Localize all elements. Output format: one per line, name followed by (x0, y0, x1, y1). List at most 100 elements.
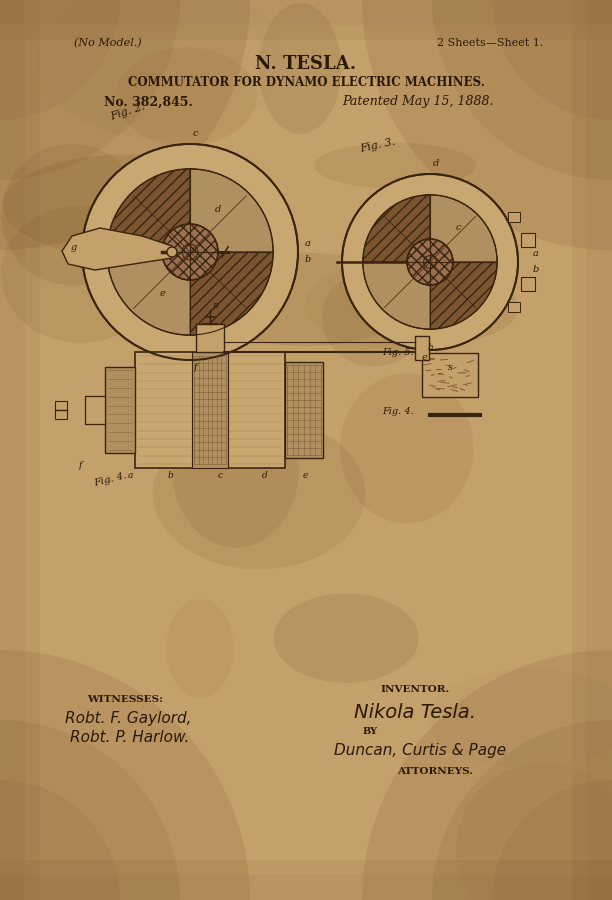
Text: COMMUTATOR FOR DYNAMO ELECTRIC MACHINES.: COMMUTATOR FOR DYNAMO ELECTRIC MACHINES. (127, 76, 485, 89)
Text: g: g (71, 242, 77, 251)
Bar (508, 212, 520, 222)
Text: (No Model.): (No Model.) (74, 38, 142, 49)
Text: Fig. 3.: Fig. 3. (359, 137, 397, 154)
Ellipse shape (116, 47, 256, 146)
Text: f: f (193, 364, 197, 373)
Text: Fig. 2.: Fig. 2. (110, 102, 147, 122)
Bar (587, 0, 612, 900)
Ellipse shape (456, 762, 612, 900)
Ellipse shape (0, 650, 250, 900)
Bar (572, 0, 612, 900)
Wedge shape (363, 195, 430, 262)
Ellipse shape (492, 780, 612, 900)
Circle shape (407, 239, 453, 285)
Wedge shape (82, 144, 298, 360)
Bar (521, 233, 535, 247)
Ellipse shape (0, 0, 250, 250)
Bar (0, 860, 612, 900)
Text: a: a (305, 239, 311, 248)
Ellipse shape (370, 274, 518, 342)
Text: Fig. 5.: Fig. 5. (382, 348, 414, 357)
Text: d: d (433, 159, 439, 168)
Text: h: h (427, 343, 433, 352)
Text: Robt. F. Gaylord,: Robt. F. Gaylord, (65, 710, 191, 725)
Bar (285, 362, 323, 458)
Text: b: b (305, 256, 311, 265)
Wedge shape (107, 169, 190, 252)
Bar (55, 401, 67, 419)
Polygon shape (62, 228, 172, 270)
Circle shape (162, 224, 218, 280)
Bar (0, 0, 40, 900)
Bar (196, 324, 224, 352)
Wedge shape (190, 252, 273, 335)
Ellipse shape (0, 0, 180, 180)
Text: e: e (421, 354, 427, 363)
Ellipse shape (432, 720, 612, 900)
Text: a: a (533, 249, 539, 258)
Wedge shape (190, 169, 273, 252)
Text: s: s (447, 364, 452, 373)
Ellipse shape (428, 669, 612, 768)
Text: WITNESSES:: WITNESSES: (87, 696, 163, 705)
Bar (521, 277, 535, 291)
Bar (105, 367, 135, 453)
Ellipse shape (322, 270, 426, 366)
Text: d: d (215, 205, 221, 214)
Ellipse shape (362, 650, 612, 900)
Wedge shape (363, 262, 430, 329)
Text: c: c (192, 130, 198, 139)
Ellipse shape (172, 391, 299, 547)
Bar (0, 0, 25, 900)
Ellipse shape (0, 780, 120, 900)
Text: BY: BY (362, 727, 378, 736)
Ellipse shape (362, 0, 612, 250)
Text: No. 382,845.: No. 382,845. (103, 95, 192, 109)
Ellipse shape (0, 0, 120, 120)
Ellipse shape (274, 593, 419, 683)
Ellipse shape (35, 0, 284, 139)
Text: f: f (78, 461, 81, 470)
Ellipse shape (2, 154, 250, 257)
Text: b: b (167, 471, 173, 480)
Text: N. TESLA.: N. TESLA. (255, 55, 357, 73)
Text: e: e (159, 290, 165, 299)
Bar (415, 336, 429, 360)
Text: Fig. 4.: Fig. 4. (382, 407, 414, 416)
Circle shape (167, 247, 177, 257)
Text: c: c (455, 222, 461, 231)
Ellipse shape (432, 0, 612, 180)
Bar (135, 352, 285, 468)
Text: b: b (533, 266, 539, 274)
Text: 2 Sheets—Sheet 1.: 2 Sheets—Sheet 1. (437, 38, 543, 48)
Wedge shape (107, 252, 190, 335)
Bar (0, 875, 612, 900)
Bar (0, 0, 612, 25)
Bar (422, 353, 478, 397)
Ellipse shape (1, 144, 143, 285)
Wedge shape (430, 195, 497, 262)
Ellipse shape (492, 0, 612, 120)
Text: n: n (212, 301, 218, 310)
Bar (192, 352, 228, 468)
Ellipse shape (1, 205, 161, 343)
Text: Robt. P. Harlow.: Robt. P. Harlow. (70, 730, 190, 744)
Ellipse shape (152, 418, 365, 570)
Ellipse shape (196, 253, 416, 346)
Wedge shape (342, 174, 518, 350)
Ellipse shape (259, 4, 341, 134)
Bar (0, 0, 612, 40)
Text: Patented May 15, 1888.: Patented May 15, 1888. (342, 95, 494, 109)
Ellipse shape (315, 143, 476, 188)
Bar (85, 396, 105, 424)
Text: d: d (262, 471, 268, 480)
Wedge shape (430, 262, 497, 329)
Text: Nikola Tesla.: Nikola Tesla. (354, 703, 476, 722)
Bar (508, 302, 520, 312)
Text: Fig. 4.: Fig. 4. (92, 471, 127, 488)
Ellipse shape (340, 374, 474, 524)
Text: INVENTOR.: INVENTOR. (381, 686, 450, 695)
Text: c: c (217, 471, 223, 480)
Text: Duncan, Curtis & Page: Duncan, Curtis & Page (334, 742, 506, 758)
Text: e: e (302, 471, 308, 480)
